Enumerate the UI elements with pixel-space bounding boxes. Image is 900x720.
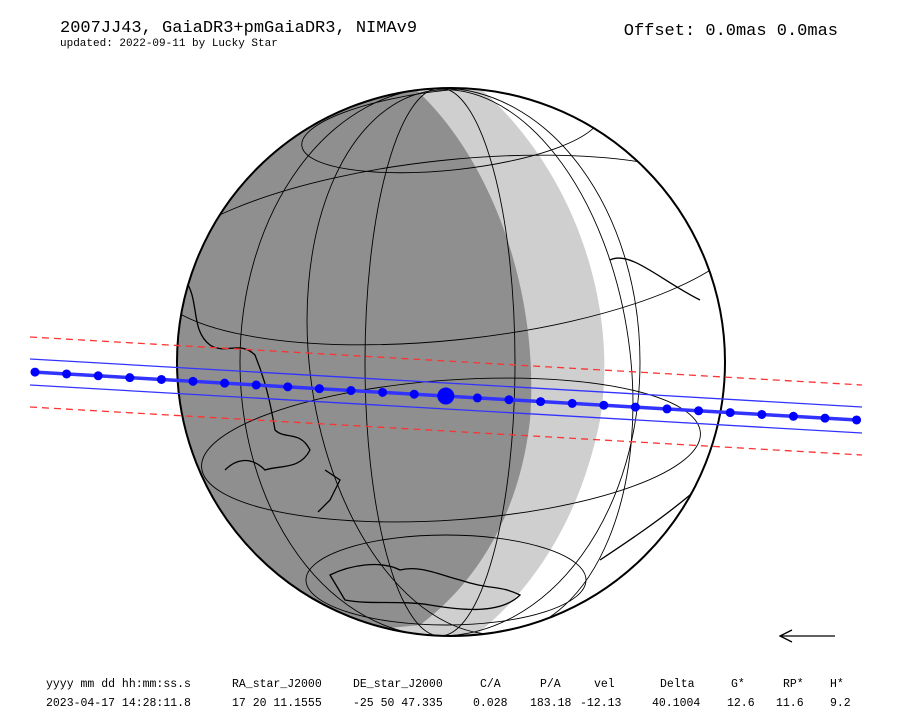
- header-cell: H*: [830, 678, 844, 691]
- closest-approach: [437, 387, 455, 405]
- limit-line: [29, 406, 863, 456]
- globe-outline: [176, 87, 726, 637]
- time-dot: [504, 395, 514, 405]
- graticule: [177, 88, 725, 636]
- cell: 183.18: [530, 697, 572, 710]
- time-dot: [694, 406, 704, 416]
- cell: 40.1004: [652, 697, 700, 710]
- title: 2007JJ43, GaiaDR3+pmGaiaDR3, NIMAv9: [60, 19, 417, 38]
- cell: -12.13: [580, 697, 622, 710]
- cell: 12.6: [727, 697, 755, 710]
- table: yyyy mm dd hh:mm:ss.s RA_star_J2000 DE_s…: [46, 678, 851, 710]
- time-dot: [188, 376, 198, 386]
- time-dot: [314, 384, 324, 394]
- cell: 17 20 11.1555: [232, 697, 322, 710]
- time-dot: [536, 397, 546, 407]
- time-dot: [820, 413, 830, 423]
- time-dot: [283, 382, 293, 392]
- time-dot: [378, 387, 388, 397]
- time-dot: [30, 367, 40, 377]
- time-dot: [346, 386, 356, 396]
- time-dot: [220, 378, 230, 388]
- time-dot: [725, 408, 735, 418]
- body-limit: [29, 384, 863, 434]
- header-cell: P/A: [540, 678, 561, 691]
- header-cell: G*: [731, 678, 745, 691]
- cell: -25 50 47.335: [353, 697, 443, 710]
- coastlines: [184, 257, 716, 611]
- time-dot: [472, 393, 482, 403]
- time-dot: [788, 411, 798, 421]
- time-dot: [757, 409, 767, 419]
- time-dot: [630, 402, 640, 412]
- header-cell: RP*: [783, 678, 804, 691]
- time-dot: [662, 404, 672, 414]
- time-markers: [30, 367, 862, 425]
- header-cell: yyyy mm dd hh:mm:ss.s: [46, 678, 191, 691]
- time-dot: [62, 369, 72, 379]
- header-cell: Delta: [660, 678, 695, 691]
- limit-line: [29, 336, 863, 386]
- time-dot: [852, 415, 862, 425]
- time-dot: [599, 400, 609, 410]
- direction-arrow: [778, 629, 835, 643]
- offset: Offset: 0.0mas 0.0mas: [624, 22, 838, 41]
- time-dot: [409, 389, 419, 399]
- time-dot: [125, 373, 135, 383]
- cell: 0.028: [473, 697, 508, 710]
- time-dot: [251, 380, 261, 390]
- subtitle: updated: 2022-09-11 by Lucky Star: [60, 38, 278, 50]
- body-limit: [29, 358, 863, 408]
- cell: 11.6: [776, 697, 804, 710]
- shadow-path: [29, 336, 863, 456]
- time-dot: [567, 398, 577, 408]
- time-dot: [156, 374, 166, 384]
- header-cell: vel: [594, 678, 615, 691]
- cell: 2023-04-17 14:28:11.8: [46, 697, 191, 710]
- globe: [177, 88, 725, 636]
- header-cell: DE_star_J2000: [353, 678, 443, 691]
- header-cell: RA_star_J2000: [232, 678, 322, 691]
- header-cell: C/A: [480, 678, 501, 691]
- time-dot: [93, 371, 103, 381]
- cell: 9.2: [830, 697, 851, 710]
